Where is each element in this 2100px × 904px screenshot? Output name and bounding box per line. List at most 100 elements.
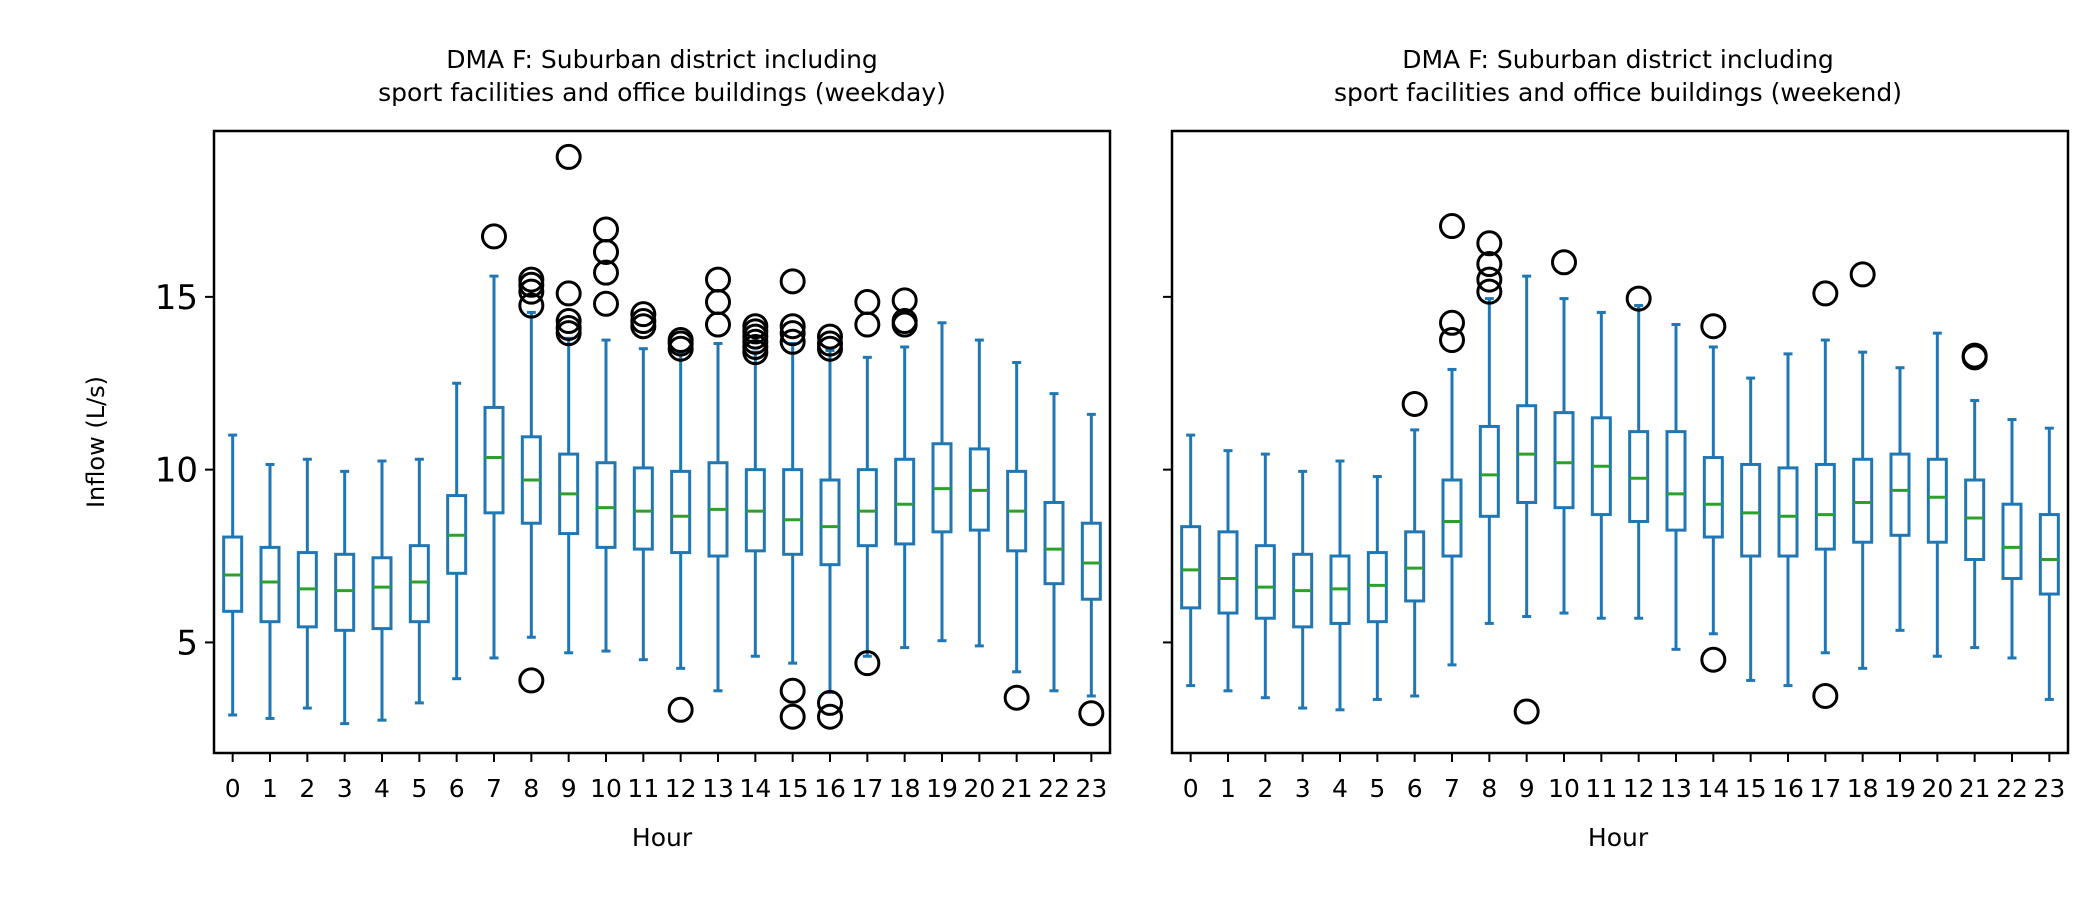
weekday-x-tick-label: 4 [374,774,390,803]
outlier-point [1439,213,1465,240]
weekend-box-hour-0 [1180,433,1202,688]
box-iqr [408,544,430,624]
weekend-box-hour-1 [1217,449,1239,693]
outlier-point [705,311,731,338]
outlier-point [555,143,582,170]
weekend-x-tick-label: 4 [1332,774,1348,803]
weekend-box-hour-23 [2038,426,2060,701]
outlier-point [555,280,582,307]
outlier-point [705,266,731,293]
outlier-point [1513,698,1540,725]
weekend-box-hour-20 [1926,331,1948,658]
weekday-x-tick-label: 20 [963,774,995,803]
outlier-point [1439,309,1465,336]
weekend-x-tick-label: 0 [1183,774,1199,803]
weekday-box-hour-4 [371,459,393,722]
weekend-x-tick-label: 11 [1585,774,1617,803]
outlier-point [1551,249,1577,276]
outlier-point [555,308,582,335]
outlier-point [1003,684,1030,711]
outlier-point [779,328,806,355]
box-iqr [1254,544,1276,620]
weekend-x-tick-label: 22 [1996,774,2028,803]
weekday-box-hour-7 [481,223,507,660]
weekday-box-hour-23 [1078,412,1105,727]
outlier-point [667,696,694,723]
outlier-point [481,223,507,250]
outlier-point [854,311,881,338]
box-iqr [670,469,692,555]
outlier-point [555,314,582,341]
outlier-point [1078,700,1105,727]
box-iqr [1852,457,1874,544]
weekday-x-tick-label: 23 [1075,774,1107,803]
weekend-box-hour-18 [1849,261,1876,670]
weekday-box-hour-10 [593,216,619,653]
weekday-y-tick-label: 15 [155,278,198,318]
weekend-box-hour-11 [1590,310,1612,620]
weekend-box-hour-3 [1292,469,1314,710]
outlier-point [742,313,769,340]
weekend-box-hour-19 [1889,366,1911,632]
weekday-chart-title-line1: DMA F: Suburban district including [446,45,878,74]
weekend-x-tick-label: 20 [1921,774,1953,803]
weekday-box-hour-20 [968,338,990,648]
weekday-chart-title-line2: sport facilities and office buildings (w… [378,78,946,107]
weekend-x-tick-label: 19 [1884,774,1916,803]
weekend-x-tick-label: 9 [1519,774,1535,803]
weekend-x-tick-label: 5 [1369,774,1385,803]
weekday-x-tick-label: 14 [739,774,771,803]
box-iqr [856,468,878,548]
outlier-point [1476,251,1503,278]
weekday-x-tick-label: 13 [702,774,734,803]
box-iqr [1926,457,1948,544]
weekend-box-hour-15 [1740,376,1762,682]
weekend-box-hour-10 [1551,249,1577,615]
box-iqr [1217,530,1239,615]
weekend-x-tick-label: 2 [1257,774,1273,803]
weekday-x-tick-label: 21 [1001,774,1033,803]
weekend-box-hour-21 [1961,342,1988,650]
outlier-point [1700,313,1727,340]
outlier-point [817,689,843,716]
box-iqr [1777,466,1799,558]
weekday-y-axis-label: Inflow (L/s) [82,376,110,508]
box-iqr [1441,478,1463,558]
weekend-box-hour-4 [1329,459,1351,712]
outlier-point [779,677,806,704]
weekend-x-tick-label: 10 [1548,774,1580,803]
outlier-point [817,323,843,350]
weekday-box-hour-13 [705,266,731,693]
weekend-chart-title-line2: sport facilities and office buildings (w… [1334,78,1902,107]
weekday-box-hour-11 [630,301,657,662]
weekend-box-hour-12 [1625,285,1652,620]
outlier-point [593,216,619,243]
weekday-x-tick-label: 8 [523,774,539,803]
outlier-point [1476,230,1503,257]
weekend-x-tick-label: 21 [1959,774,1991,803]
outlier-point [518,278,545,305]
box-iqr [632,466,654,551]
outlier-point [817,330,843,357]
box-iqr [1404,530,1426,603]
weekend-chart-title-line1: DMA F: Suburban district including [1402,45,1834,74]
weekday-box-hour-18 [891,287,918,650]
weekend-x-tick-label: 14 [1697,774,1729,803]
weekend-axes-frame [1170,129,2070,755]
weekend-box-hour-6 [1401,390,1428,698]
weekend-box-hour-16 [1777,352,1799,688]
outlier-point [593,290,619,317]
box-iqr [1964,478,1986,561]
outlier-point [1401,390,1428,417]
outlier-point [630,308,657,335]
weekday-chart-panel: DMA F: Suburban district including sport… [82,45,1112,852]
weekday-box-hour-6 [446,381,468,681]
outlier-point [779,703,806,730]
weekend-box-hour-7 [1439,213,1465,667]
weekday-axes-frame [212,129,1112,755]
outlier-point [1812,280,1839,307]
weekday-box-hour-9 [555,143,582,655]
box-iqr [894,457,916,546]
outlier-point [1625,285,1652,312]
